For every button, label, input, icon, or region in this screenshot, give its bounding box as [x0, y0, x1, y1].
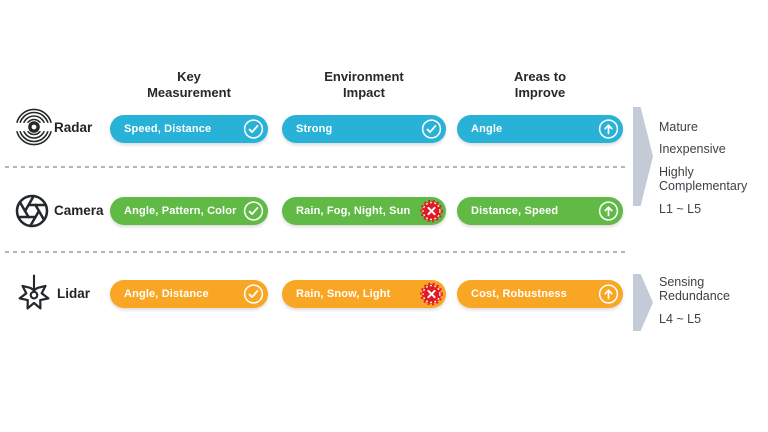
pill-text: Angle, Pattern, Color [124, 205, 237, 217]
note-item: Mature [659, 120, 698, 134]
check-circle-icon [243, 119, 264, 140]
cross-circle-icon [420, 199, 443, 223]
radar-key-measurement-pill: Speed, Distance [110, 115, 268, 143]
note-item: L1 ~ L5 [659, 201, 702, 216]
lidar-key-measurement-pill: Angle, Distance [110, 280, 268, 308]
lidar-areas-to-improve-pill: Cost, Robustness [457, 280, 623, 308]
pill-text: Distance, Speed [471, 205, 559, 217]
check-circle-icon [243, 201, 264, 222]
bracket-lidar [633, 274, 653, 331]
camera-key-measurement-pill: Angle, Pattern, Color [110, 197, 268, 225]
note-item: Inexpensive [659, 142, 726, 157]
pill-text: Rain, Fog, Night, Sun [296, 205, 411, 217]
column-header-environment-impact: Environment Impact [324, 69, 404, 101]
radar-environment-impact-pill: Strong [282, 115, 446, 143]
note-item: Highly Complementary [659, 164, 748, 194]
pill-text: Speed, Distance [124, 123, 212, 135]
lidar-icon [15, 272, 53, 314]
check-circle-icon [243, 284, 264, 305]
pill-text: Strong [296, 123, 333, 135]
column-header-key-measurement: Key Measurement [147, 69, 231, 101]
bracket-radar-camera [633, 107, 653, 206]
check-circle-icon [421, 119, 442, 140]
arrow-up-circle-icon [598, 201, 619, 222]
row-divider [5, 251, 628, 253]
column-header-areas-to-improve: Areas to Improve [513, 69, 567, 101]
side-note-radar-camera: Mature Inexpensive Highly Complementary … [659, 120, 765, 224]
row-divider [5, 166, 628, 168]
row-label-camera: Camera [54, 203, 104, 218]
lidar-environment-impact-pill: Rain, Snow, Light [282, 280, 446, 308]
camera-aperture-icon [14, 193, 50, 229]
cross-circle-icon [420, 282, 443, 306]
note-item: Sensing Redundance [659, 275, 730, 304]
pill-text: Angle [471, 123, 503, 135]
arrow-up-circle-icon [598, 284, 619, 305]
side-note-lidar: Sensing Redundance L4 ~ L5 [659, 275, 765, 334]
camera-environment-impact-pill: Rain, Fog, Night, Sun [282, 197, 446, 225]
radar-icon [15, 108, 53, 146]
pill-text: Cost, Robustness [471, 288, 567, 300]
pill-text: Rain, Snow, Light [296, 288, 391, 300]
row-label-lidar: Lidar [57, 286, 91, 301]
pill-text: Angle, Distance [124, 288, 209, 300]
row-label-radar: Radar [54, 120, 93, 135]
note-item: L4 ~ L5 [659, 311, 702, 326]
camera-areas-to-improve-pill: Distance, Speed [457, 197, 623, 225]
arrow-up-circle-icon [598, 119, 619, 140]
radar-areas-to-improve-pill: Angle [457, 115, 623, 143]
